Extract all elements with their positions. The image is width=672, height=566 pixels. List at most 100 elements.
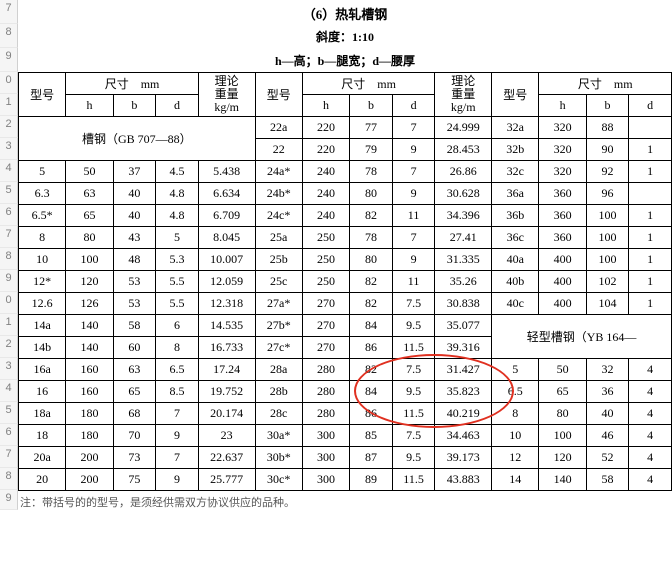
cell: 20	[19, 469, 66, 491]
cell: 31.427	[435, 359, 492, 381]
cell: 9	[156, 425, 199, 447]
cell: 24a*	[255, 161, 302, 183]
cell: 18	[19, 425, 66, 447]
row-number: 6	[0, 204, 18, 226]
hdr-h: h	[66, 95, 113, 117]
group-label-left: 槽钢（GB 707—88）	[19, 117, 256, 161]
cell: 43	[113, 227, 156, 249]
cell: 7	[392, 117, 435, 139]
cell: 43.883	[435, 469, 492, 491]
cell: 7	[392, 227, 435, 249]
cell: 87	[350, 447, 393, 469]
cell: 23	[198, 425, 255, 447]
title-slope: 斜度：1:10	[18, 24, 672, 48]
cell: 6.3	[19, 183, 66, 205]
cell: 84	[350, 315, 393, 337]
cell: 4	[629, 447, 672, 469]
hdr-h: h	[302, 95, 349, 117]
cell: 80	[350, 249, 393, 271]
cell: 28b	[255, 381, 302, 403]
cell: 10	[19, 249, 66, 271]
cell: 250	[302, 271, 349, 293]
cell: 102	[586, 271, 629, 293]
cell: 200	[66, 447, 113, 469]
cell: 5.3	[156, 249, 199, 271]
cell: 22.637	[198, 447, 255, 469]
cell: 250	[302, 249, 349, 271]
hdr-dim: 尺寸 mm	[539, 73, 672, 95]
cell: 39.173	[435, 447, 492, 469]
cell: 100	[586, 227, 629, 249]
cell: 30a*	[255, 425, 302, 447]
cell: 25a	[255, 227, 302, 249]
cell: 22a	[255, 117, 302, 139]
cell: 320	[539, 161, 586, 183]
cell: 126	[66, 293, 113, 315]
cell: 1	[629, 293, 672, 315]
cell: 75	[113, 469, 156, 491]
cell: 14b	[19, 337, 66, 359]
cell: 100	[66, 249, 113, 271]
cell: 40c	[492, 293, 539, 315]
cell: 4	[629, 381, 672, 403]
hdr-dim: 尺寸 mm	[302, 73, 434, 95]
cell: 40	[113, 183, 156, 205]
cell: 92	[586, 161, 629, 183]
cell: 100	[586, 205, 629, 227]
row-number: 1	[0, 94, 18, 116]
cell: 1	[629, 139, 672, 161]
cell: 240	[302, 161, 349, 183]
cell: 4	[629, 359, 672, 381]
cell: 12*	[19, 271, 66, 293]
row-number: 2	[0, 336, 18, 358]
cell: 24b*	[255, 183, 302, 205]
cell: 10.007	[198, 249, 255, 271]
cell: 65	[113, 381, 156, 403]
cell: 9	[156, 469, 199, 491]
cell: 104	[586, 293, 629, 315]
cell: 86	[350, 403, 393, 425]
cell: 7.5	[392, 293, 435, 315]
cell: 300	[302, 425, 349, 447]
footnote: 注：带括号的的型号，是须经供需双方协议供应的品种。	[18, 491, 672, 511]
cell: 4	[629, 469, 672, 491]
cell: 6	[156, 315, 199, 337]
cell: 5	[19, 161, 66, 183]
hdr-weight: 理论重量kg/m	[198, 73, 255, 117]
cell: 270	[302, 315, 349, 337]
cell: 24.999	[435, 117, 492, 139]
cell: 220	[302, 117, 349, 139]
row-number: 9	[0, 490, 18, 510]
cell: 160	[66, 381, 113, 403]
cell: 82	[350, 359, 393, 381]
hdr-b: b	[350, 95, 393, 117]
cell: 24c*	[255, 205, 302, 227]
cell: 20a	[19, 447, 66, 469]
cell: 27b*	[255, 315, 302, 337]
cell: 4.8	[156, 205, 199, 227]
cell: 9	[392, 183, 435, 205]
cell: 9.5	[392, 447, 435, 469]
cell: 9	[392, 139, 435, 161]
cell: 40a	[492, 249, 539, 271]
cell: 240	[302, 205, 349, 227]
steel-table: 型号尺寸 mm理论重量kg/m型号尺寸 mm理论重量kg/m型号尺寸 mmhbd…	[18, 72, 672, 491]
title-product: （6）热轧槽钢	[18, 0, 672, 24]
row-number: 1	[0, 314, 18, 336]
cell: 100	[539, 425, 586, 447]
cell: 32c	[492, 161, 539, 183]
cell: 12.059	[198, 271, 255, 293]
cell: 36	[586, 381, 629, 403]
cell: 63	[66, 183, 113, 205]
cell: 58	[113, 315, 156, 337]
hdr-dim: 尺寸 mm	[66, 73, 198, 95]
cell: 140	[66, 337, 113, 359]
cell: 85	[350, 425, 393, 447]
cell: 84	[350, 381, 393, 403]
cell: 96	[586, 183, 629, 205]
cell: 31.335	[435, 249, 492, 271]
cell: 63	[113, 359, 156, 381]
group-label-right: 轻型槽钢（YB 164—	[492, 315, 672, 359]
cell: 77	[350, 117, 393, 139]
cell: 300	[302, 447, 349, 469]
